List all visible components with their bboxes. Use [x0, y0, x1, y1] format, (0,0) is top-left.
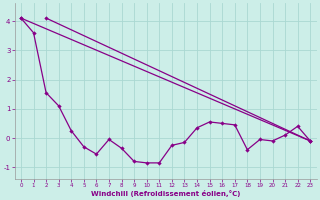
X-axis label: Windchill (Refroidissement éolien,°C): Windchill (Refroidissement éolien,°C)	[91, 190, 240, 197]
